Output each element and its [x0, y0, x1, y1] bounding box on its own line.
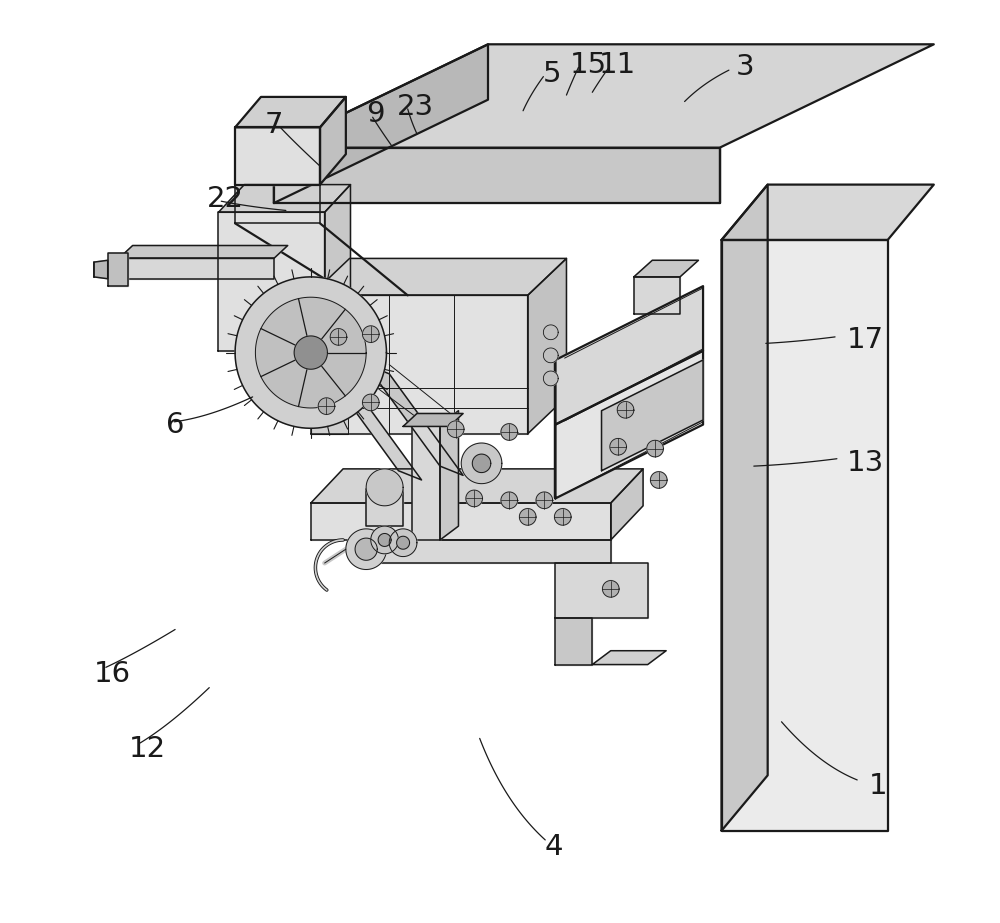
Polygon shape	[274, 148, 720, 203]
Text: 12: 12	[129, 736, 166, 763]
Polygon shape	[362, 326, 379, 342]
Text: 13: 13	[847, 450, 884, 477]
Polygon shape	[119, 258, 274, 279]
Polygon shape	[346, 529, 386, 569]
Text: 17: 17	[847, 326, 884, 354]
Polygon shape	[528, 258, 566, 434]
Polygon shape	[311, 406, 348, 434]
Polygon shape	[554, 509, 571, 525]
Polygon shape	[412, 425, 440, 540]
Polygon shape	[602, 360, 703, 471]
Polygon shape	[634, 277, 680, 314]
Polygon shape	[235, 185, 320, 223]
Text: 22: 22	[206, 186, 243, 213]
Polygon shape	[355, 538, 377, 560]
Polygon shape	[108, 253, 128, 286]
Text: 5: 5	[542, 60, 561, 88]
Polygon shape	[311, 258, 566, 295]
Polygon shape	[378, 533, 391, 546]
Polygon shape	[543, 348, 558, 363]
Polygon shape	[647, 440, 663, 457]
Polygon shape	[536, 492, 553, 509]
Polygon shape	[235, 97, 346, 127]
Polygon shape	[617, 402, 634, 418]
Polygon shape	[650, 472, 667, 488]
Polygon shape	[555, 563, 648, 618]
Polygon shape	[592, 651, 666, 665]
Polygon shape	[634, 260, 698, 277]
Text: 3: 3	[735, 54, 754, 81]
Polygon shape	[555, 286, 703, 425]
Polygon shape	[311, 295, 528, 434]
Text: 1: 1	[869, 773, 888, 800]
Polygon shape	[366, 489, 403, 526]
Polygon shape	[235, 277, 386, 428]
Text: 4: 4	[544, 833, 563, 861]
Text: 15: 15	[570, 51, 607, 78]
Polygon shape	[555, 618, 592, 665]
Polygon shape	[320, 97, 346, 185]
Polygon shape	[330, 329, 347, 345]
Polygon shape	[389, 529, 417, 557]
Polygon shape	[403, 414, 463, 426]
Polygon shape	[472, 454, 491, 473]
Polygon shape	[218, 212, 325, 351]
Polygon shape	[218, 185, 350, 212]
Polygon shape	[611, 469, 643, 540]
Polygon shape	[274, 44, 934, 148]
Polygon shape	[440, 411, 458, 540]
Polygon shape	[602, 581, 619, 597]
Text: 16: 16	[94, 660, 131, 688]
Polygon shape	[397, 536, 410, 549]
Polygon shape	[366, 469, 403, 506]
Polygon shape	[274, 44, 488, 203]
Polygon shape	[722, 185, 934, 240]
Polygon shape	[501, 424, 518, 440]
Polygon shape	[318, 398, 335, 414]
Polygon shape	[447, 421, 464, 438]
Text: 23: 23	[397, 93, 434, 121]
Polygon shape	[543, 325, 558, 340]
Text: 6: 6	[166, 411, 184, 438]
Polygon shape	[501, 492, 518, 509]
Polygon shape	[325, 185, 350, 351]
Polygon shape	[722, 240, 888, 831]
Polygon shape	[119, 246, 288, 258]
Polygon shape	[555, 351, 703, 498]
Polygon shape	[466, 490, 482, 507]
Text: 9: 9	[366, 101, 385, 128]
Polygon shape	[362, 540, 611, 563]
Text: 7: 7	[265, 111, 283, 138]
Polygon shape	[366, 365, 463, 475]
Polygon shape	[362, 394, 379, 411]
Polygon shape	[311, 503, 611, 540]
Polygon shape	[461, 443, 502, 484]
Polygon shape	[255, 297, 366, 408]
Polygon shape	[94, 260, 108, 279]
Polygon shape	[235, 127, 320, 185]
Polygon shape	[519, 509, 536, 525]
Polygon shape	[325, 369, 422, 480]
Polygon shape	[543, 371, 558, 386]
Polygon shape	[722, 185, 768, 831]
Polygon shape	[294, 336, 327, 369]
Text: 11: 11	[599, 51, 636, 78]
Polygon shape	[311, 469, 643, 503]
Polygon shape	[610, 438, 626, 455]
Polygon shape	[371, 526, 398, 554]
